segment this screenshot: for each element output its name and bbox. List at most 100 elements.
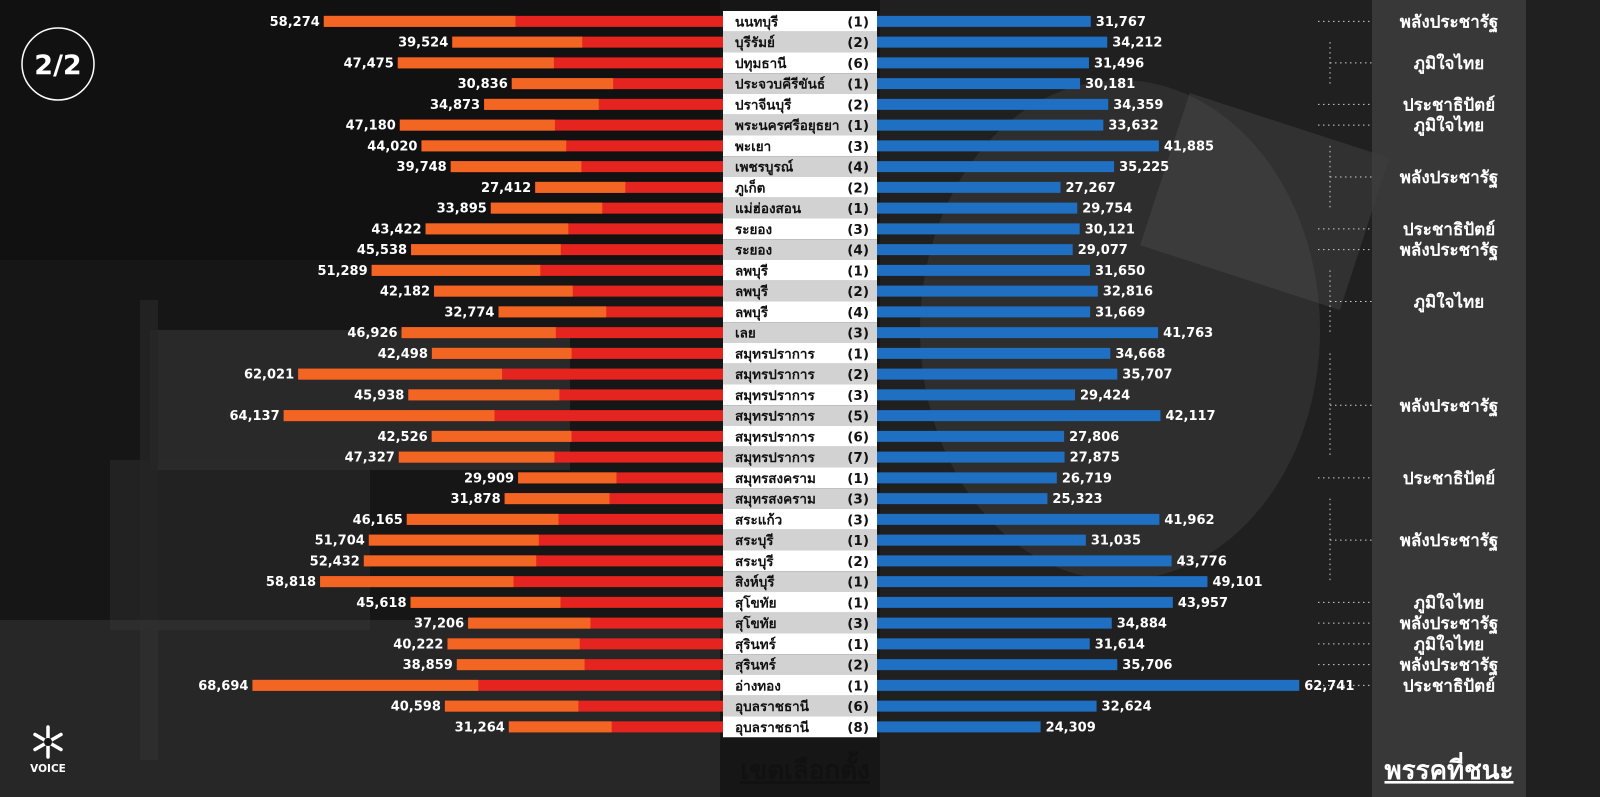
right-value-label: 35,707: [1122, 368, 1172, 383]
left-bar-segment: [406, 513, 559, 525]
chart-row: 30,836 30,181 ประจวบคีรีขันธ์ (1): [458, 73, 1135, 94]
left-value-label: 47,475: [344, 56, 394, 71]
winner-party-label: พลังประชารัฐ: [1400, 168, 1499, 189]
left-value-label: 33,895: [437, 202, 487, 217]
province-label: ลพบุรี: [735, 284, 769, 300]
left-bar-segment: [508, 721, 612, 733]
right-bar: [877, 244, 1073, 256]
left-value-label: 51,289: [317, 264, 367, 279]
left-bar-segment: [431, 347, 572, 359]
district-cell: [723, 343, 877, 364]
left-value-label: 45,538: [357, 243, 407, 258]
left-value-label: 45,618: [356, 596, 406, 611]
left-bar-segment: [444, 700, 579, 712]
right-bar: [877, 368, 1118, 380]
left-bar: [399, 119, 723, 131]
district-number-label: (3): [847, 222, 869, 238]
right-value-label: 34,884: [1117, 617, 1167, 632]
district-cell: [723, 571, 877, 592]
left-value-label: 27,412: [481, 181, 531, 196]
left-bar-segment: [421, 140, 567, 152]
right-bar: [877, 700, 1097, 712]
province-label: สมุทรปราการ: [735, 429, 815, 445]
chart-row: 29,909 26,719 สมุทรสงคราม (1): [464, 467, 1112, 489]
left-bar-segment: [363, 555, 537, 567]
district-cell: [723, 675, 877, 696]
voice-logo: VOICE: [30, 725, 66, 775]
province-label: อุบลราชธานี: [735, 699, 810, 715]
left-bar-segment: [511, 78, 614, 90]
left-value-label: 31,878: [450, 492, 500, 507]
winner-party-label: ภูมิใจไทย: [1414, 592, 1484, 614]
district-cell: [723, 260, 877, 281]
right-value-label: 32,816: [1103, 285, 1153, 300]
left-value-label: 46,926: [347, 326, 397, 341]
winner-party-label: ประชาธิปัตย์: [1403, 468, 1495, 489]
right-bar: [877, 36, 1108, 48]
left-value-label: 45,938: [354, 388, 404, 403]
winner-header: พรรคที่ชนะ: [1385, 751, 1514, 786]
province-label: สุรินทร์: [735, 636, 777, 653]
district-number-label: (4): [847, 160, 869, 176]
right-value-label: 31,614: [1095, 637, 1145, 652]
right-bar: [877, 181, 1061, 193]
chart-row: 31,264 24,309 อุบลราชธานี (8): [455, 716, 1096, 738]
left-bar: [283, 410, 723, 422]
left-value-label: 40,598: [391, 700, 441, 715]
district-cell: [723, 633, 877, 655]
left-bar-segment: [425, 223, 569, 235]
winner-group: พลังประชารัฐ: [1318, 614, 1498, 635]
left-value-label: 51,704: [315, 534, 365, 549]
right-value-label: 27,875: [1070, 451, 1120, 466]
right-value-label: 30,181: [1085, 77, 1135, 92]
district-header: เขตเลือกตั้ง: [740, 750, 869, 786]
province-label: ลพบุรี: [735, 305, 769, 321]
left-bar: [431, 430, 723, 442]
province-label: สมุทรปราการ: [735, 346, 815, 362]
right-bar: [877, 721, 1041, 733]
winner-group: พลังประชารัฐ: [1318, 12, 1498, 33]
chart-row: 52,432 43,776 สระบุรี (2): [310, 550, 1227, 572]
chart-row: 45,618 43,957 สุโขทัย (1): [356, 592, 1228, 613]
winner-group: พลังประชารัฐ: [1329, 353, 1498, 458]
district-cell: [723, 405, 877, 426]
district-cell: [723, 363, 877, 385]
winner-party-label: ประชาธิปัตย์: [1403, 675, 1495, 696]
left-bar: [484, 98, 723, 110]
chart-row: 64,137 42,117 สมุทรปราการ (5): [229, 405, 1216, 426]
left-bar-segment: [504, 493, 610, 505]
right-value-label: 25,323: [1052, 492, 1102, 507]
left-bar: [452, 36, 723, 48]
district-number-label: (3): [847, 616, 869, 632]
left-value-label: 30,836: [458, 77, 508, 92]
province-label: สิงห์บุรี: [735, 574, 775, 591]
right-value-label: 30,121: [1085, 222, 1135, 237]
winner-group: ภูมิใจไทย: [1329, 42, 1484, 84]
left-bar: [320, 576, 723, 588]
chart-row: 33,895 29,754 แม่ฮ่องสอน (1): [437, 197, 1132, 219]
left-value-label: 32,774: [444, 305, 494, 320]
left-bar: [363, 555, 723, 567]
winner-party-label: พลังประชารัฐ: [1400, 531, 1499, 552]
province-label: แม่ฮ่องสอน: [735, 201, 802, 217]
chart-row: 34,873 34,359 ปราจีนบุรี (2): [430, 94, 1163, 115]
left-bar-segment: [298, 368, 503, 380]
district-cell: [723, 11, 877, 32]
right-value-label: 34,212: [1112, 36, 1162, 51]
district-number-label: (2): [847, 35, 869, 51]
winner-group: ภูมิใจไทย: [1318, 592, 1484, 614]
right-value-label: 42,117: [1165, 409, 1215, 424]
winner-group: ภูมิใจไทย: [1318, 634, 1484, 656]
province-label: สุรินทร์: [735, 657, 777, 674]
left-bar-segment: [283, 410, 495, 422]
district-cell: [723, 31, 877, 53]
winner-group: ภูมิใจไทย: [1329, 270, 1484, 333]
district-cell: [723, 239, 877, 260]
right-value-label: 62,741: [1304, 679, 1354, 694]
page-badge-text: 2/2: [34, 50, 81, 81]
voice-logo-text: VOICE: [30, 763, 66, 775]
left-bar: [397, 57, 723, 69]
winner-group: ภูมิใจไทย: [1318, 115, 1484, 137]
right-bar: [877, 285, 1098, 297]
left-bar: [410, 596, 723, 608]
